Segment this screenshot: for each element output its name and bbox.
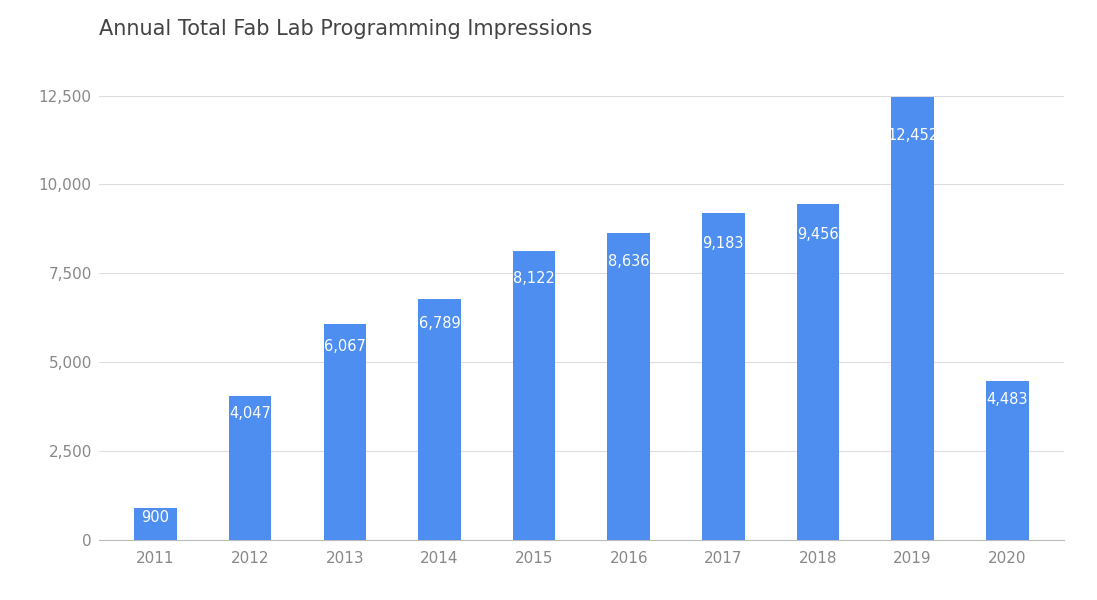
Bar [608, 233, 651, 540]
Bar [986, 380, 1029, 540]
Text: 4,483: 4,483 [986, 392, 1028, 407]
Text: 12,452: 12,452 [887, 128, 938, 143]
Bar [796, 204, 839, 540]
Text: 6,789: 6,789 [419, 316, 461, 331]
Text: 900: 900 [142, 510, 170, 525]
Text: 9,183: 9,183 [702, 236, 744, 251]
Text: 8,636: 8,636 [608, 254, 649, 269]
Text: 8,122: 8,122 [513, 271, 555, 286]
Bar [702, 214, 745, 540]
Bar [324, 324, 366, 540]
Text: 6,067: 6,067 [324, 340, 365, 355]
Bar [134, 508, 177, 540]
Bar [418, 299, 461, 540]
Text: 4,047: 4,047 [229, 406, 271, 421]
Bar [512, 251, 555, 540]
Text: 9,456: 9,456 [798, 227, 839, 242]
Bar [892, 97, 934, 540]
Bar [229, 396, 271, 540]
Text: Annual Total Fab Lab Programming Impressions: Annual Total Fab Lab Programming Impress… [99, 19, 592, 39]
